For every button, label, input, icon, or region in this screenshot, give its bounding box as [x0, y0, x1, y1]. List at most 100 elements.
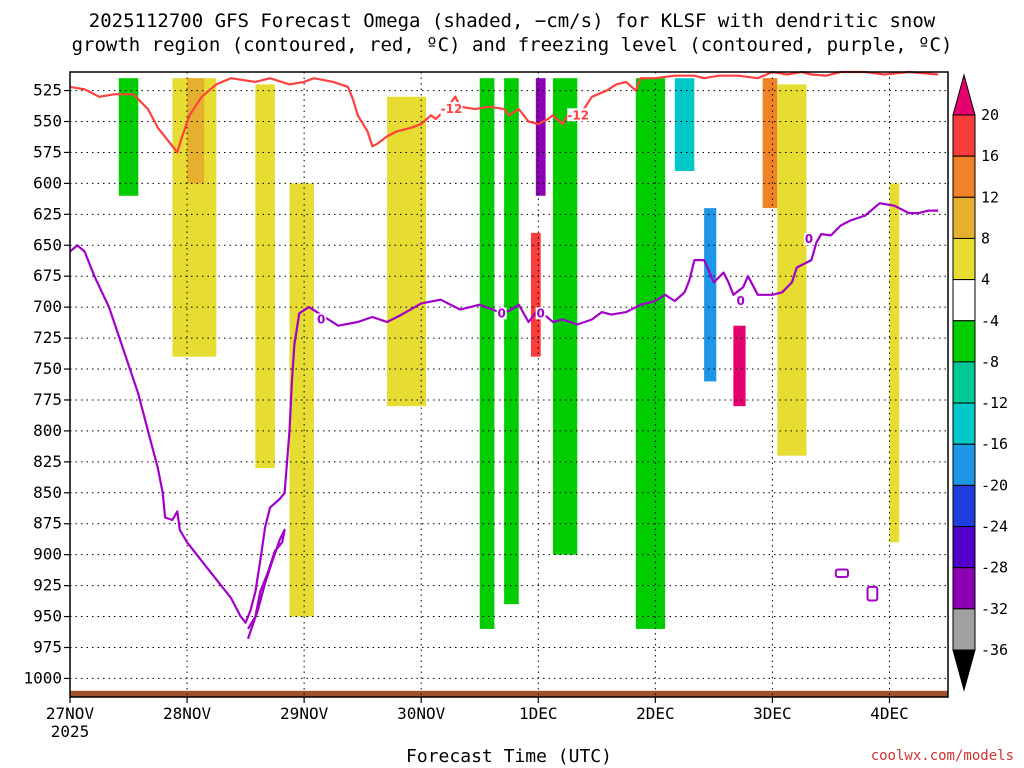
- chart-title-line-2: growth region (contoured, red, ºC) and f…: [72, 34, 953, 56]
- y-tick-label-925: 925: [33, 576, 62, 595]
- colorbar-box-10: [952, 526, 976, 569]
- omega-region-yellow-col-28nov: [255, 84, 275, 469]
- freezing-level-label-1: 0: [498, 306, 506, 320]
- omega-region-magenta-core-3dec: [733, 325, 746, 407]
- y-tick-label-850: 850: [33, 483, 62, 502]
- contours: -12 -12 0 0 0 0 0: [69, 70, 939, 640]
- omega-region-green-col-2dec: [635, 78, 666, 629]
- colorbar-label--16: -16: [981, 435, 1008, 453]
- colorbar-box-0: [952, 114, 976, 157]
- colorbar-box-6: [952, 361, 976, 404]
- omega-region-yellow-col-3dec: [777, 84, 807, 456]
- colorbar-top-arrow: [952, 73, 976, 116]
- freezing-level-label-3: 0: [737, 294, 745, 308]
- x-tick-sublabel-27NOV: 2025: [51, 722, 90, 741]
- colorbar-label--20: -20: [981, 476, 1008, 494]
- surface-terrain: [70, 690, 948, 697]
- colorbar: 20 16 12 8 4 -4 -8 -12 -16 -20 -24 -28 -32 -36: [952, 73, 1008, 692]
- omega-region-orange-col-3dec: [762, 78, 778, 209]
- freezing-level-label-bg: [735, 294, 746, 307]
- omega-region-green-col-1dec: [552, 78, 578, 555]
- chart-title-line-1: 2025112700 GFS Forecast Omega (shaded, −…: [89, 10, 936, 32]
- freezing-level-label-2: 0: [537, 306, 545, 320]
- y-tick-label-625: 625: [33, 204, 62, 223]
- colorbar-box-3: [952, 237, 976, 281]
- omega-region-blue-col-2dec: [704, 208, 717, 382]
- dgz-contour-label-bg: [567, 108, 590, 122]
- colorbar-box-2: [952, 196, 976, 239]
- x-tick-label-2DEC: 2DEC: [636, 704, 675, 723]
- omega-region-yellow-col-4dec: [889, 183, 900, 543]
- colorbar-box-8: [952, 443, 976, 486]
- freezing-level-label-0: 0: [317, 313, 325, 327]
- colorbar-bottom-arrow: [952, 649, 976, 692]
- colorbar-label-16: 16: [981, 147, 999, 165]
- y-tick-label-875: 875: [33, 514, 62, 533]
- x-tick-label-27NOV: 27NOV: [46, 704, 95, 723]
- y-tick-label-1000: 1000: [23, 668, 62, 687]
- dgz-contour-line: [69, 70, 939, 154]
- y-tick-label-825: 825: [33, 452, 62, 471]
- y-tick-label-900: 900: [33, 545, 62, 564]
- y-tick-label-525: 525: [33, 81, 62, 100]
- colorbar-label--32: -32: [981, 600, 1008, 618]
- colorbar-label--12: -12: [981, 394, 1008, 412]
- y-tick-label-650: 650: [33, 235, 62, 254]
- y-tick-label-800: 800: [33, 421, 62, 440]
- dgz-contour-label-bg: [440, 102, 463, 116]
- y-tick-label-725: 725: [33, 328, 62, 347]
- colorbar-label-20: 20: [981, 106, 999, 124]
- freezing-level-label-bg: [316, 313, 327, 326]
- x-tick-label-3DEC: 3DEC: [753, 704, 792, 723]
- omega-region-teal-col-2dec: [674, 78, 695, 172]
- x-axis-title: Forecast Time (UTC): [406, 746, 612, 767]
- colorbar-box-7: [952, 402, 976, 445]
- x-tick-label-30NOV: 30NOV: [397, 704, 446, 723]
- grid: [70, 72, 948, 697]
- plot-frame: [69, 71, 949, 698]
- colorbar-box-1: [952, 155, 976, 198]
- omega-region-green-col-30nov-b: [504, 78, 519, 605]
- freezing-level-ring-0: [866, 585, 879, 602]
- colorbar-box-11: [952, 567, 976, 610]
- y-tick-label-550: 550: [33, 112, 62, 131]
- colorbar-label--4: -4: [981, 312, 999, 330]
- omega-region-yellow-col-30nov: [387, 96, 427, 407]
- colorbar-label--36: -36: [981, 641, 1008, 659]
- colorbar-label-4: 4: [981, 271, 990, 289]
- y-tick-label-975: 975: [33, 637, 62, 656]
- y-tick-label-750: 750: [33, 359, 62, 378]
- colorbar-label--24: -24: [981, 518, 1008, 536]
- colorbar-label--28: -28: [981, 559, 1008, 577]
- colorbar-label--8: -8: [981, 353, 999, 371]
- y-tick-label-675: 675: [33, 266, 62, 285]
- x-tick-label-1DEC: 1DEC: [519, 704, 558, 723]
- omega-region-red-core-1dec: [530, 232, 541, 357]
- colorbar-box-4: [952, 279, 976, 322]
- y-tick-label-700: 700: [33, 297, 62, 316]
- plot-area: -12 -12 0 0 0 0 0 525 550 575 600 625 650 675 700 725 7…: [23, 70, 949, 741]
- surface-band: [70, 690, 948, 697]
- colorbar-label-12: 12: [981, 188, 999, 206]
- y-tick-label-950: 950: [33, 607, 62, 626]
- y-axis: 525 550 575 600 625 650 675 700 725 750 775 800 825 8…: [23, 81, 70, 687]
- y-tick-label-600: 600: [33, 173, 62, 192]
- colorbar-label-8: 8: [981, 229, 990, 247]
- x-tick-label-29NOV: 29NOV: [280, 704, 329, 723]
- dgz-contour-label-0: -12: [441, 102, 463, 116]
- y-tick-label-575: 575: [33, 142, 62, 161]
- x-tick-label-4DEC: 4DEC: [870, 704, 909, 723]
- credit-link[interactable]: coolwx.com/models: [871, 748, 1014, 764]
- omega-region-orange-col-27nov: [187, 78, 205, 184]
- colorbar-box-9: [952, 484, 976, 528]
- omega-region-green-col-27nov: [118, 78, 139, 196]
- colorbar-box-12: [952, 608, 976, 651]
- x-tick-label-28NOV: 28NOV: [163, 704, 212, 723]
- colorbar-box-5: [952, 320, 976, 363]
- freezing-level-label-4: 0: [805, 232, 813, 246]
- freezing-level-ring-1: [834, 568, 850, 578]
- freezing-level-branch: [246, 528, 286, 640]
- freezing-level-label-bg: [496, 307, 507, 320]
